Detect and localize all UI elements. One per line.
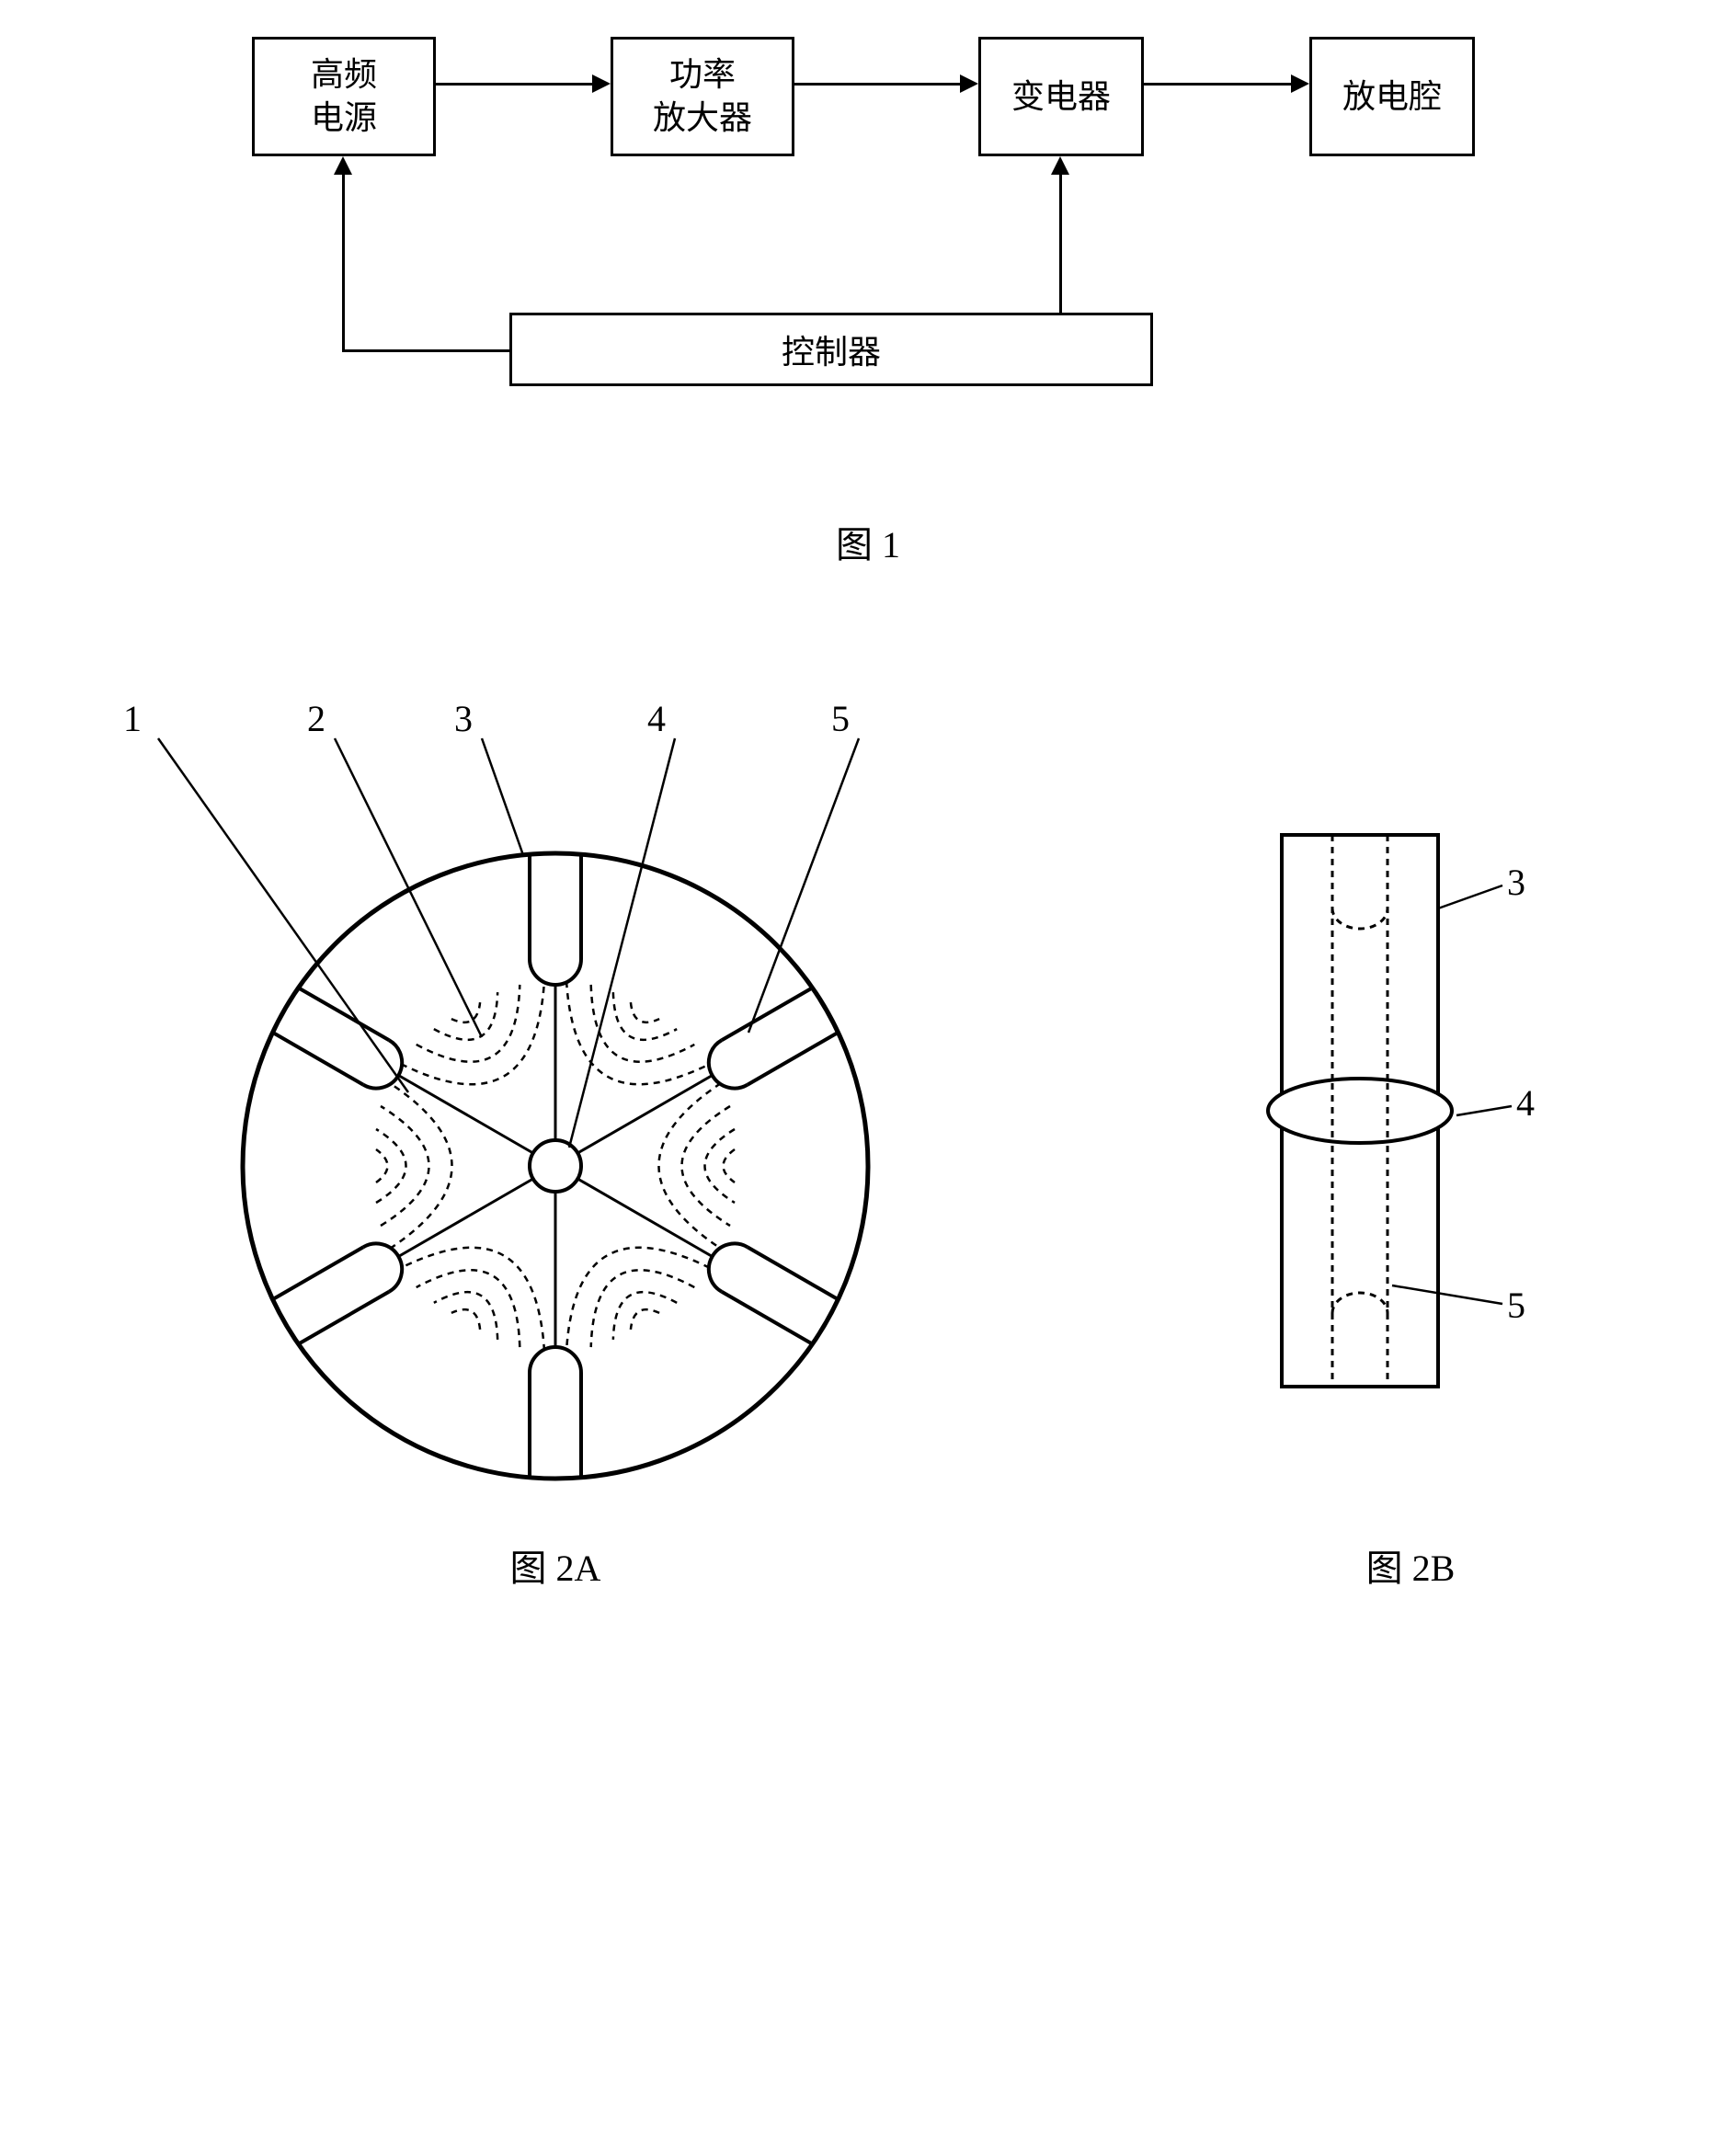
center-ellipse bbox=[1268, 1079, 1452, 1143]
arrow-ctrl-1-head bbox=[334, 156, 352, 175]
figure-2a-svg bbox=[142, 697, 969, 1525]
arrow-ctrl-1-v bbox=[342, 175, 345, 352]
box2-label-line2: 放大器 bbox=[653, 99, 752, 136]
figure-2a: 1 2 3 4 5 bbox=[142, 697, 969, 1592]
box-controller: 控制器 bbox=[509, 313, 1153, 386]
figure-2-wrap: 1 2 3 4 5 bbox=[37, 697, 1699, 1592]
box-high-freq-power: 高频 电源 bbox=[252, 37, 436, 156]
box4-label: 放电腔 bbox=[1342, 75, 1442, 119]
figure-1-block-diagram: 高频 电源 功率 放大器 变电器 放电腔 控制器 bbox=[224, 37, 1512, 405]
box-power-amplifier: 功率 放大器 bbox=[611, 37, 794, 156]
controller-label: 控制器 bbox=[782, 326, 881, 373]
box1-label-line2: 电源 bbox=[311, 99, 377, 136]
arrow-2-3-head bbox=[960, 74, 978, 93]
callout-4: 4 bbox=[647, 697, 666, 740]
arrow-1-2-line bbox=[436, 83, 592, 86]
figure-2b-svg bbox=[1227, 697, 1594, 1525]
figure-2b-label: 图 2B bbox=[1227, 1538, 1594, 1592]
box-discharge-cavity: 放电腔 bbox=[1309, 37, 1475, 156]
arrow-ctrl-3-v bbox=[1059, 175, 1062, 313]
leader-lines-2a bbox=[158, 738, 859, 1148]
arrow-3-4-line bbox=[1144, 83, 1291, 86]
callout-3: 3 bbox=[454, 697, 473, 740]
electrodes-group bbox=[273, 855, 837, 1477]
figure-2b: 3 4 5 图 2B bbox=[1227, 697, 1594, 1592]
page-container: 高频 电源 功率 放大器 变电器 放电腔 控制器 bbox=[37, 37, 1699, 1592]
arrow-3-4-head bbox=[1291, 74, 1309, 93]
top-arc bbox=[1332, 908, 1388, 929]
figure-1-label: 图 1 bbox=[37, 515, 1699, 568]
callout-b-4: 4 bbox=[1516, 1081, 1535, 1125]
arrow-1-2-head bbox=[592, 74, 611, 93]
callout-b-5: 5 bbox=[1507, 1284, 1525, 1327]
outer-circle bbox=[243, 853, 868, 1479]
bottom-arc bbox=[1332, 1293, 1388, 1313]
arrow-ctrl-1-h bbox=[344, 349, 509, 352]
box1-label-line1: 高频 bbox=[311, 56, 377, 93]
center-circle bbox=[530, 1140, 581, 1192]
box2-label-line1: 功率 bbox=[669, 56, 736, 93]
callout-5: 5 bbox=[831, 697, 850, 740]
callout-2: 2 bbox=[307, 697, 326, 740]
box-transformer: 变电器 bbox=[978, 37, 1144, 156]
figure-2a-label: 图 2A bbox=[142, 1538, 969, 1592]
callout-b-3: 3 bbox=[1507, 861, 1525, 904]
box3-label: 变电器 bbox=[1011, 75, 1111, 119]
arrow-ctrl-3-head bbox=[1051, 156, 1069, 175]
callout-1: 1 bbox=[123, 697, 142, 740]
arrow-2-3-line bbox=[794, 83, 960, 86]
